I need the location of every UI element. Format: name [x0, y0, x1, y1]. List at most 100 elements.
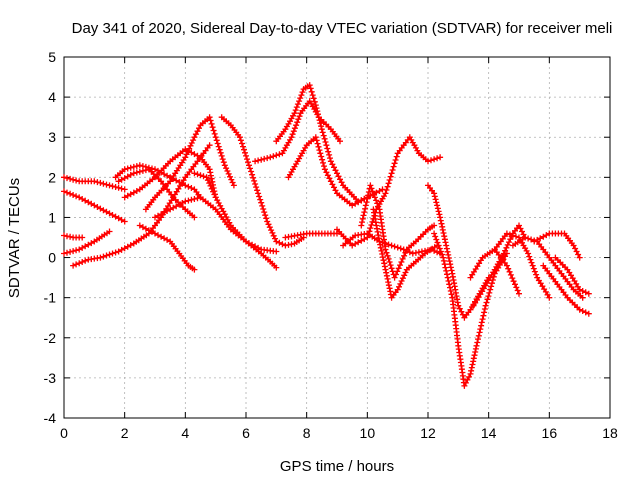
data-point: [522, 234, 529, 241]
data-point: [182, 154, 189, 161]
data-point: [315, 114, 322, 121]
x-tick-label: 0: [60, 425, 68, 441]
data-point: [130, 163, 137, 170]
data-point: [399, 255, 406, 262]
data-point: [481, 309, 488, 316]
data-point: [355, 199, 362, 206]
data-point: [324, 145, 331, 152]
data-point: [253, 184, 260, 191]
data-point: [439, 251, 445, 258]
data-point: [482, 302, 489, 309]
data-point: [391, 243, 398, 250]
data-point: [327, 178, 334, 185]
data-point: [61, 232, 67, 239]
data-point: [249, 171, 256, 178]
data-point: [402, 269, 409, 276]
data-point: [70, 192, 77, 198]
data-point: [367, 225, 374, 232]
series-track-16: [285, 134, 386, 209]
data-point: [327, 155, 333, 162]
series-track-21: [370, 206, 441, 301]
data-point: [91, 178, 98, 185]
x-tick-label: 14: [481, 425, 497, 441]
data-point: [432, 233, 439, 240]
data-point: [230, 182, 237, 189]
series-track-12: [191, 170, 280, 271]
data-point: [272, 235, 278, 242]
data-point: [440, 254, 447, 261]
data-point: [270, 232, 277, 239]
data-point: [384, 183, 391, 190]
data-point: [386, 177, 393, 183]
data-point: [246, 162, 252, 169]
data-point: [124, 165, 131, 172]
data-point: [585, 310, 592, 317]
data-point: [512, 281, 518, 288]
data-point: [585, 290, 592, 297]
data-point: [259, 202, 266, 209]
data-point: [527, 256, 534, 263]
data-point: [443, 267, 450, 274]
data-point: [292, 107, 299, 114]
data-point: [188, 196, 195, 203]
data-point: [397, 262, 403, 269]
data-point: [118, 216, 125, 223]
data-point: [136, 162, 143, 169]
data-point: [320, 132, 327, 139]
data-point: [431, 190, 438, 197]
data-point: [121, 186, 128, 193]
data-point: [319, 129, 326, 136]
series-track-27: [509, 234, 586, 301]
data-point: [318, 126, 325, 133]
data-point: [579, 294, 586, 301]
data-point: [155, 232, 161, 239]
data-point: [473, 342, 480, 349]
data-point: [186, 145, 193, 152]
data-point: [374, 228, 381, 235]
data-point: [516, 290, 522, 297]
data-point: [197, 172, 204, 179]
data-point: [211, 191, 218, 198]
data-point: [255, 157, 262, 164]
series-layer: [61, 82, 592, 389]
data-point: [533, 271, 540, 278]
data-point: [513, 233, 519, 240]
data-point: [374, 200, 381, 207]
data-point: [439, 226, 446, 233]
x-tick-label: 2: [121, 425, 129, 441]
data-point: [70, 248, 77, 255]
data-point: [440, 230, 447, 236]
data-point: [378, 247, 385, 254]
data-point: [379, 254, 386, 261]
data-point: [475, 336, 481, 343]
data-point: [401, 252, 408, 259]
data-point: [525, 235, 532, 242]
series-track-2: [61, 188, 128, 225]
data-point: [191, 266, 198, 273]
data-point: [118, 176, 125, 183]
data-point: [321, 135, 328, 142]
data-point: [188, 140, 195, 146]
data-point: [185, 183, 192, 190]
data-point: [307, 85, 314, 92]
data-point: [438, 220, 445, 227]
data-point: [291, 110, 298, 117]
data-point: [358, 222, 365, 229]
data-point: [506, 231, 513, 238]
data-point: [297, 95, 304, 102]
series-track-9: [142, 114, 237, 213]
data-point: [115, 184, 122, 191]
data-point: [502, 247, 509, 254]
data-point: [127, 191, 134, 198]
data-point: [383, 249, 390, 256]
data-point: [136, 168, 143, 175]
data-point: [315, 111, 321, 118]
y-tick-label: 2: [48, 169, 56, 185]
data-point: [106, 182, 113, 189]
data-point: [576, 254, 583, 261]
data-point: [471, 352, 478, 359]
data-point: [412, 249, 419, 256]
x-tick-label: 12: [420, 425, 436, 441]
data-point: [546, 294, 553, 301]
data-point: [503, 230, 510, 237]
